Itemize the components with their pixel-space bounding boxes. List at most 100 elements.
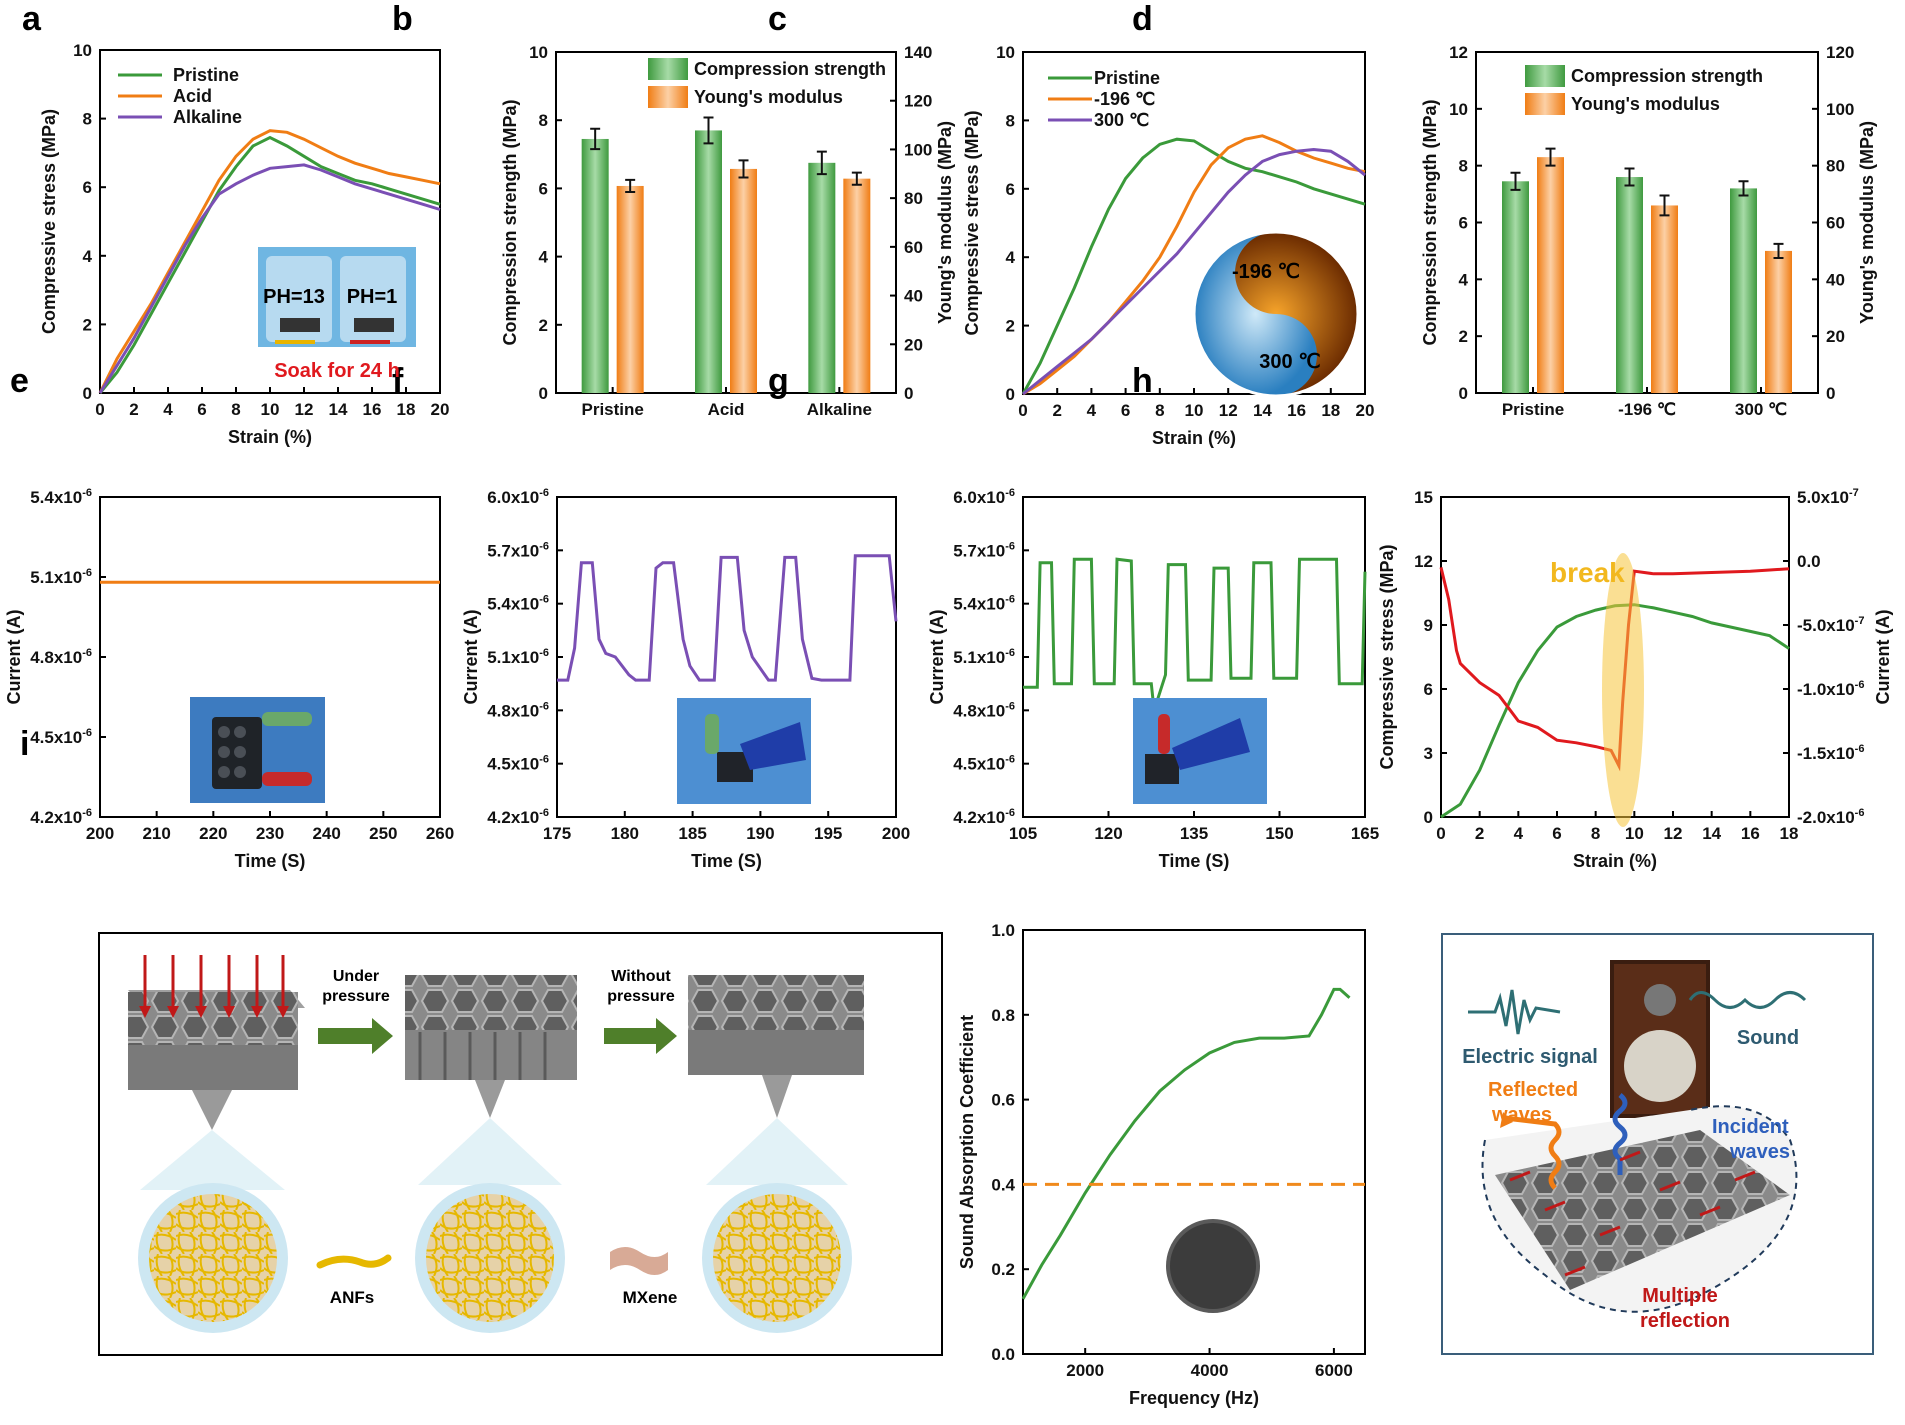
x-tick-label: 6 (1552, 824, 1561, 843)
error-bar (1624, 167, 1635, 187)
bar-youngs-modulus (1651, 205, 1678, 393)
legend-b: Compression strength Young's modulus (648, 58, 886, 108)
y-tick-label: 6 (1006, 180, 1015, 199)
y-tick-label: 3 (1424, 744, 1433, 763)
y2-tick-label: 100 (1826, 100, 1854, 119)
x-tick-label: 6000 (1315, 1361, 1353, 1380)
panel-label-c: c (768, 0, 787, 38)
legend-swatch-modulus (1525, 93, 1565, 115)
without-label-1: Without (611, 968, 671, 985)
legend-label-pristine: Pristine (173, 65, 239, 85)
y-tick-label: 12 (1414, 552, 1433, 571)
electric-signal-wave-icon (1468, 989, 1561, 1035)
legend-label-minus196: -196 ℃ (1094, 89, 1155, 109)
x-tick-label: 2 (129, 400, 138, 419)
x-tick-label: 4 (163, 400, 173, 419)
y-tick-label: 5.7x10-6 (487, 540, 549, 560)
y-tick-label: 5.1x10-6 (30, 567, 92, 587)
y-tick-label: 10 (1449, 100, 1468, 119)
y2-axis-label: Current (A) (1873, 610, 1893, 705)
panel-k-schematic: Electric signal Sound Reflected waves In… (1441, 933, 1874, 1355)
electric-signal-label: Electric signal (1462, 1046, 1598, 1068)
bar-youngs-modulus (843, 178, 871, 393)
legend-label-alkaline: Alkaline (173, 107, 242, 127)
incident-label-1: Incident (1712, 1116, 1789, 1138)
y-tick-label: 4.8x10-6 (487, 700, 549, 720)
x-tick-label: 14 (1253, 401, 1272, 420)
anfs-label: ANFs (330, 1288, 374, 1307)
y-tick-label: 5.4x10-6 (953, 594, 1015, 614)
x-tick-label: 0 (1436, 824, 1445, 843)
break-label: break (1550, 557, 1625, 588)
incident-wave-icon (1612, 1093, 1628, 1175)
series-line-alkaline (98, 163, 441, 394)
speaker-icon (1610, 960, 1710, 1118)
x-axis-label: Strain (%) (1152, 428, 1236, 448)
x-tick-label: 200 (86, 824, 114, 843)
reflected-label-1: Reflected (1488, 1079, 1578, 1101)
current-trace (557, 554, 898, 682)
y2-tick-label: 80 (1826, 157, 1845, 176)
x-tick-label: 14 (1702, 824, 1721, 843)
y-tick-label: 4.2x10-6 (30, 807, 92, 827)
x-tick-label: 220 (199, 824, 227, 843)
current-curve (1439, 567, 1790, 772)
x-tick-label: 0 (95, 400, 104, 419)
y-tick-label: 0.0 (991, 1345, 1015, 1364)
bar-compression-strength (581, 138, 609, 393)
legend-label-300: 300 ℃ (1094, 110, 1149, 130)
category-label: Acid (708, 400, 745, 419)
x-tick-label: 230 (256, 824, 284, 843)
x-tick-label: 185 (678, 824, 706, 843)
series-line-1 (1022, 134, 1366, 396)
y-tick-label: 12 (1449, 43, 1468, 62)
legend-label-modulus: Young's modulus (1571, 94, 1720, 114)
x-tick-label: 2 (1475, 824, 1484, 843)
chart-h: 0 3 6 9 12 15 0 2 4 6 8 10 12 14 16 18 Strain (%) Compres… (1377, 487, 1893, 871)
y-tick-label: 5.1x10-6 (487, 647, 549, 667)
y-tick-label: 1.0 (991, 921, 1015, 940)
y-tick-label: 10 (73, 41, 92, 60)
panel-label-h: h (1132, 362, 1153, 400)
y-tick-label: 5.4x10-6 (487, 594, 549, 614)
x-tick-label: 210 (142, 824, 170, 843)
absorption-curve (1021, 987, 1351, 1300)
y-tick-label: 2 (539, 316, 548, 335)
under-label-2: pressure (322, 988, 390, 1005)
x-tick-label: 4000 (1191, 1361, 1229, 1380)
soak-caption: Soak for 24 h (274, 360, 400, 382)
y2-tick-label: 0 (1826, 384, 1835, 403)
x-tick-label: 135 (1180, 824, 1208, 843)
panel-i-schematic: Under pressure Without pressure ANFs MXe… (98, 932, 943, 1356)
error-bar (590, 127, 601, 151)
y-axis-label: Sound Absorption Coefficient (957, 1015, 977, 1269)
x-axis-label: Strain (%) (228, 427, 312, 447)
y-tick-label: 5.7x10-6 (953, 540, 1015, 560)
x-tick-label: 2 (1052, 401, 1061, 420)
x-tick-label: 190 (746, 824, 774, 843)
chart-f: 4.2x10-6 4.5x10-6 4.8x10-6 5.1x10-6 5.4x10-6… (461, 487, 910, 871)
honeycomb-block-recovered (688, 975, 864, 1118)
hot-label: 300 ℃ (1259, 351, 1320, 373)
series-line-0 (1021, 137, 1366, 395)
panel-label-e: e (10, 362, 29, 400)
x-axis-label: Time (S) (1159, 851, 1230, 871)
x-tick-label: 10 (261, 400, 280, 419)
honeycomb-block-initial (128, 990, 305, 1130)
y-tick-label: 2 (1006, 317, 1015, 336)
y2-tick-label: -1.5x10-6 (1797, 743, 1864, 763)
y-tick-label: 4.8x10-6 (30, 647, 92, 667)
x-tick-label: 0 (1018, 401, 1027, 420)
legend-swatch-compression (1525, 65, 1565, 87)
y-tick-label: 0 (83, 384, 92, 403)
x-tick-label: 8 (1155, 401, 1164, 420)
legend-label-compression: Compression strength (1571, 66, 1763, 86)
error-bar (816, 150, 827, 176)
y2-tick-label: 20 (1826, 327, 1845, 346)
reflected-label-2: waves (1491, 1104, 1552, 1126)
y-tick-label: 8 (1006, 111, 1015, 130)
legend-label-acid: Acid (173, 86, 212, 106)
error-bar (703, 116, 714, 145)
sound-label: Sound (1737, 1027, 1799, 1049)
legend-swatch-compression (648, 58, 688, 80)
